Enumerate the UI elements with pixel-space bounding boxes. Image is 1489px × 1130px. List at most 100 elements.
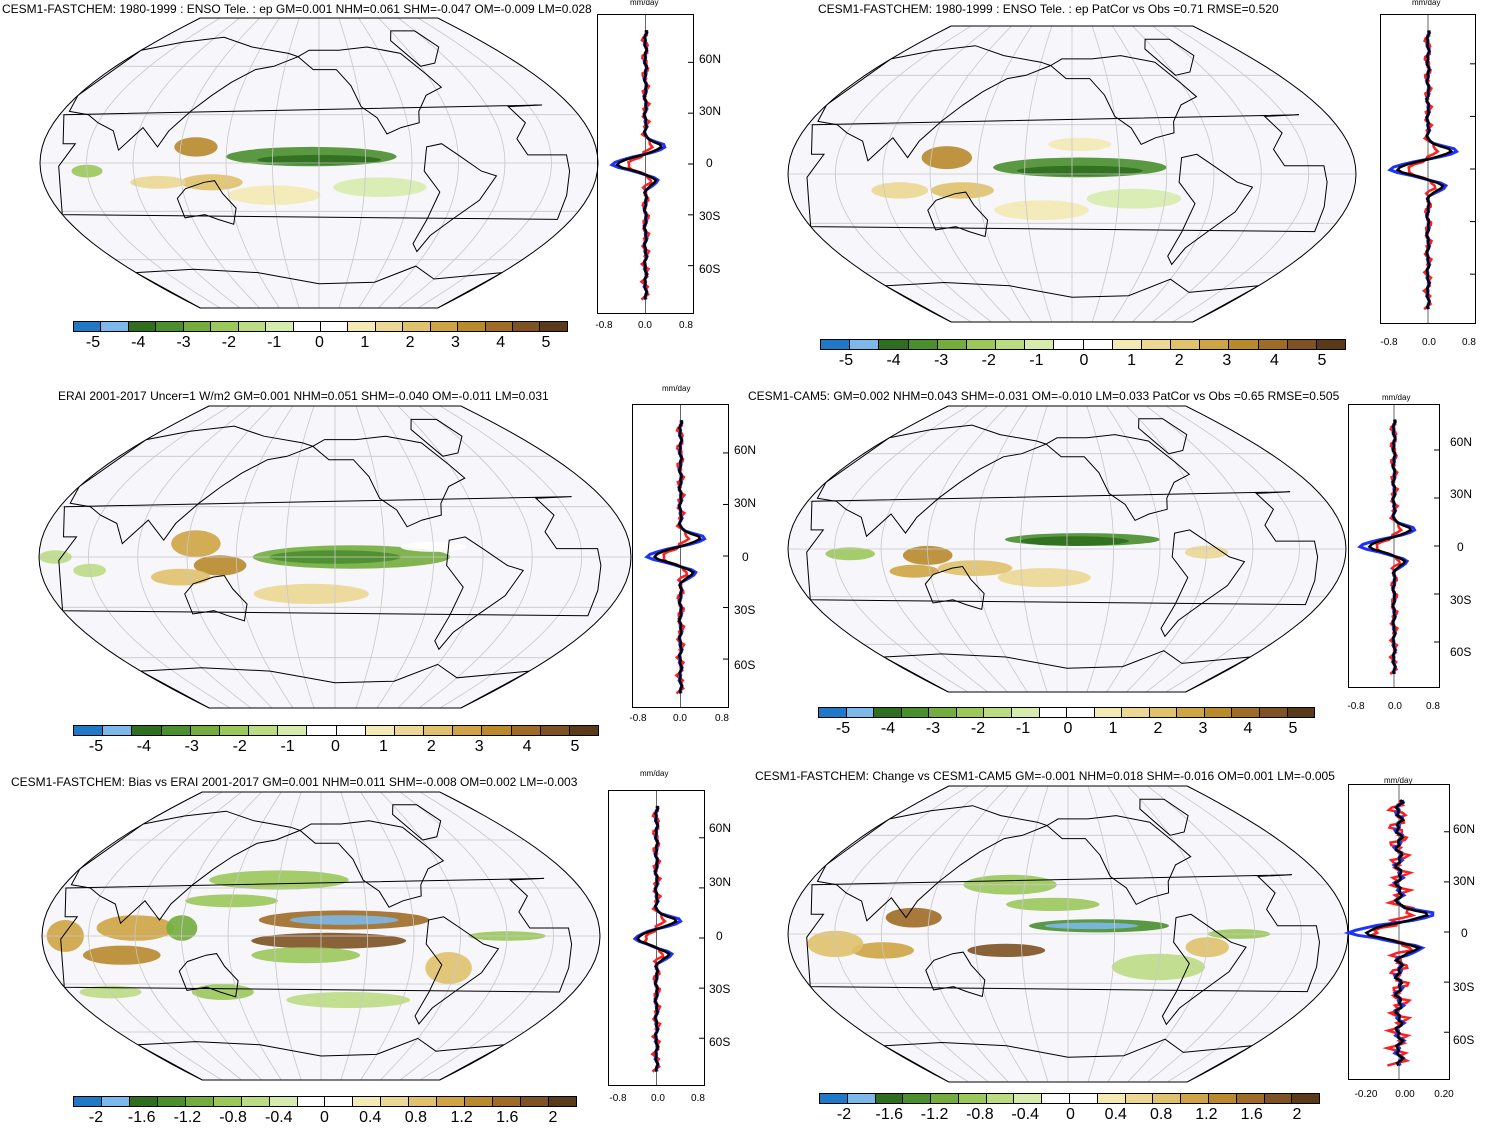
colorbar-swatch — [211, 322, 239, 331]
colorbar-label: -1 — [267, 334, 282, 351]
colorbar-swatch — [1014, 1094, 1043, 1103]
lat-label: 60S — [1450, 645, 1472, 659]
colorbar-swatch — [931, 1094, 959, 1103]
colorbar-label: -3 — [176, 334, 191, 351]
south-america-coastline — [1160, 529, 1246, 638]
africa-coastline — [58, 496, 602, 617]
colorbar-label: -4 — [131, 334, 146, 351]
anomaly-region — [967, 943, 1046, 957]
colorbar-swatch — [903, 1094, 932, 1103]
colorbar-label: -0.8 — [966, 1106, 994, 1123]
colorbar-swatch — [249, 726, 279, 735]
colorbar-swatch — [1258, 340, 1288, 349]
colorbar-label: 4 — [496, 334, 506, 351]
lat-label: 0 — [706, 156, 713, 170]
anomaly-region — [83, 945, 161, 965]
colorbar-swatch — [185, 1097, 214, 1106]
colorbar-swatch — [156, 322, 184, 331]
colorbar-swatch — [1181, 1094, 1209, 1103]
colorbar-label: 1 — [1127, 352, 1137, 369]
north-america-coastline — [1049, 55, 1198, 146]
x-tick-label: -0.8 — [1347, 701, 1365, 712]
colorbar-label: 0 — [320, 1109, 329, 1126]
colorbar-label: 0.8 — [1149, 1106, 1173, 1123]
colorbar-swatch — [266, 322, 294, 331]
eurasia-coastline — [70, 810, 302, 925]
colorbar-swatch — [485, 322, 513, 331]
robinson-map — [787, 25, 1357, 323]
colorbar-swatch — [847, 1094, 876, 1103]
colorbar — [820, 339, 1346, 350]
colorbar-swatch — [101, 1097, 130, 1106]
colorbar-label: 2 — [426, 738, 436, 755]
anomaly-region — [889, 564, 940, 578]
colorbar-swatch — [937, 340, 967, 349]
colorbar-label: -2 — [232, 738, 247, 755]
anomaly-region — [885, 907, 942, 928]
colorbar-label: 5 — [1317, 352, 1327, 369]
colorbar-swatch — [540, 322, 567, 331]
africa-coastline — [58, 104, 571, 220]
colorbar-swatch — [74, 1097, 102, 1106]
colorbar-swatch — [183, 322, 212, 331]
australia-coastline — [178, 953, 239, 998]
colorbar-swatch — [1039, 708, 1068, 717]
colorbar-swatch — [394, 726, 425, 735]
anomaly-region — [174, 137, 218, 157]
colorbar-label: 4 — [1269, 352, 1279, 369]
colorbar-label: 0 — [1066, 1106, 1075, 1123]
africa-coastline — [806, 114, 1328, 233]
panel-title: ERAI 2001-2017 Uncer=1 W/m2 GM=0.001 NHM… — [58, 389, 549, 403]
colorbar-label: -1.2 — [920, 1106, 949, 1123]
colorbar-swatch — [850, 340, 880, 349]
colorbar-swatch — [1011, 708, 1040, 717]
colorbar-swatch — [74, 726, 104, 735]
series-line-blue — [609, 30, 667, 300]
eurasia-coastline — [816, 424, 1048, 538]
lat-label: 60N — [1453, 822, 1476, 836]
colorbar-swatch — [1292, 1094, 1320, 1103]
colorbar-swatch — [465, 1097, 494, 1106]
units-label: mm/day — [1412, 0, 1441, 7]
colorbar-label: 0 — [331, 738, 340, 755]
colorbar-swatch — [901, 708, 930, 717]
lat-label: 0 — [1461, 926, 1468, 940]
anomaly-region — [171, 530, 221, 557]
x-tick-label: -0.8 — [595, 320, 613, 331]
australia-coastline — [924, 565, 985, 611]
robinson-map — [787, 405, 1347, 693]
colorbar-swatch — [132, 726, 162, 735]
australia-coastline — [176, 180, 237, 225]
colorbar-swatch — [453, 726, 483, 735]
series-line-red — [662, 420, 691, 695]
series-line-red — [1375, 419, 1404, 675]
colorbar-swatch — [1097, 1094, 1126, 1103]
anomaly-region — [130, 175, 186, 189]
colorbar-label: 2 — [405, 334, 415, 351]
colorbar-label: 1 — [1108, 720, 1118, 737]
zonal-mean-profile — [1348, 404, 1440, 688]
south-america-coastline — [412, 143, 498, 253]
colorbar-swatch — [513, 322, 541, 331]
antarctica-coastline — [136, 1037, 505, 1080]
colorbar-swatch — [1149, 708, 1178, 717]
colorbar-swatch — [879, 340, 909, 349]
colorbar-swatch — [403, 322, 431, 331]
antarctica-coastline — [138, 663, 530, 708]
units-label: mm/day — [1384, 776, 1413, 785]
colorbar-swatch — [956, 708, 985, 717]
panel-title: CESM1-FASTCHEM: 1980-1999 : ENSO Tele. :… — [818, 2, 1279, 16]
lat-label: 60S — [709, 1035, 731, 1049]
lat-label: 60N — [699, 52, 722, 66]
antarctica-coastline — [882, 1038, 1253, 1082]
south-america-coastline — [1161, 913, 1247, 1026]
x-tick-label: -0.8 — [629, 713, 647, 724]
colorbar-swatch — [548, 1097, 576, 1106]
colorbar-swatch — [820, 1094, 848, 1103]
colorbar-label: 0.8 — [404, 1109, 428, 1126]
antarctica-coastline — [883, 278, 1259, 322]
anomaly-region — [994, 200, 1089, 221]
greenland-coastline — [1139, 798, 1189, 836]
colorbar — [73, 1096, 577, 1107]
anomaly-region — [253, 583, 369, 604]
